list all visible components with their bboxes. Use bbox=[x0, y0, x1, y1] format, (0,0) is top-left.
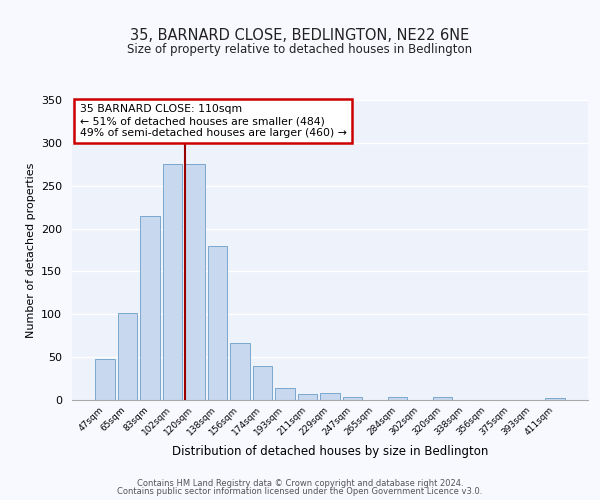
Text: Size of property relative to detached houses in Bedlington: Size of property relative to detached ho… bbox=[127, 42, 473, 56]
Bar bbox=[343, 398, 362, 400]
Text: Contains HM Land Registry data © Crown copyright and database right 2024.: Contains HM Land Registry data © Crown c… bbox=[137, 478, 463, 488]
Bar bbox=[208, 246, 227, 400]
Bar bbox=[388, 398, 407, 400]
Y-axis label: Number of detached properties: Number of detached properties bbox=[26, 162, 35, 338]
X-axis label: Distribution of detached houses by size in Bedlington: Distribution of detached houses by size … bbox=[172, 446, 488, 458]
Bar bbox=[118, 312, 137, 400]
Bar bbox=[320, 393, 340, 400]
Text: 35 BARNARD CLOSE: 110sqm
← 51% of detached houses are smaller (484)
49% of semi-: 35 BARNARD CLOSE: 110sqm ← 51% of detach… bbox=[80, 104, 347, 138]
Bar bbox=[230, 342, 250, 400]
Bar bbox=[253, 366, 272, 400]
Bar bbox=[140, 216, 160, 400]
Bar bbox=[298, 394, 317, 400]
Text: 35, BARNARD CLOSE, BEDLINGTON, NE22 6NE: 35, BARNARD CLOSE, BEDLINGTON, NE22 6NE bbox=[130, 28, 470, 42]
Bar bbox=[433, 396, 452, 400]
Bar bbox=[545, 398, 565, 400]
Bar bbox=[95, 359, 115, 400]
Bar bbox=[163, 164, 182, 400]
Text: Contains public sector information licensed under the Open Government Licence v3: Contains public sector information licen… bbox=[118, 487, 482, 496]
Bar bbox=[185, 164, 205, 400]
Bar bbox=[275, 388, 295, 400]
